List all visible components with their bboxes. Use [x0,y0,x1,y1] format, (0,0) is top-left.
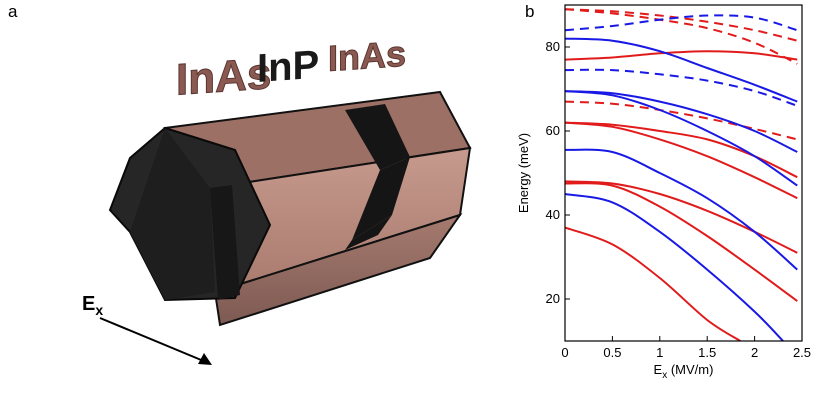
series-line-13 [565,37,798,103]
plot-area [565,8,798,341]
label-inp: InP [257,43,319,91]
x-axis-label: Ex (MV/m) [654,362,714,381]
series-line-3 [565,121,798,200]
series-line-7 [565,8,798,65]
panel-a-label: a [8,2,18,21]
y-tick-label: 40 [546,207,560,222]
prism-lower-face [213,213,463,327]
series-line-10 [565,148,798,271]
panel-b: b 0 0.5 1 1.5 2 2.5 20 40 60 80 Energy (meV) Ex (… [500,0,818,391]
series-line-9 [565,193,784,341]
series-line-8 [565,8,798,42]
x-tick-label: 1.5 [698,345,716,360]
prism-front-trim [210,185,240,300]
inp-band-side [352,157,410,240]
inp-band-lower [345,215,392,250]
axes: 0 0.5 1 1.5 2 2.5 20 40 60 80 [546,4,811,360]
y-tick-label: 20 [546,291,560,306]
series-line-1 [565,182,798,302]
y-tick-label: 60 [546,123,560,138]
x-tick-label: 1 [656,345,663,360]
series-line-11 [565,90,798,187]
label-inas-left: InAs [176,49,271,105]
x-tick-label: 2 [751,345,758,360]
x-tick-label: 0.5 [603,345,621,360]
field-arrow [99,317,212,365]
energy-chart: 0 0.5 1 1.5 2 2.5 20 40 60 80 Energy (meV) Ex (MV… [516,4,811,381]
y-axis-label: Energy (meV) [516,133,531,213]
x-tick-label: 2.5 [793,345,811,360]
series-line-0 [565,226,741,341]
label-inas-right: InAs [328,33,406,79]
nanowire-illustration: InAs InP InAs Ex [82,32,472,365]
series-line-14 [565,68,798,107]
field-label: Ex [82,293,103,318]
y-tick-label: 80 [546,39,560,54]
x-tick-label: 0 [561,345,568,360]
material-labels: InAs InP InAs [176,32,407,105]
prism-end-shade [130,128,215,300]
inp-band-top [345,104,410,170]
panel-a: a InAs InP InAs [8,2,472,365]
panel-b-label: b [525,2,535,21]
series-line-15 [565,14,798,32]
series-line-6 [565,100,798,141]
series-line-5 [565,50,798,61]
plot-frame [564,4,803,342]
series-line-2 [565,180,798,254]
series-line-12 [565,90,798,153]
